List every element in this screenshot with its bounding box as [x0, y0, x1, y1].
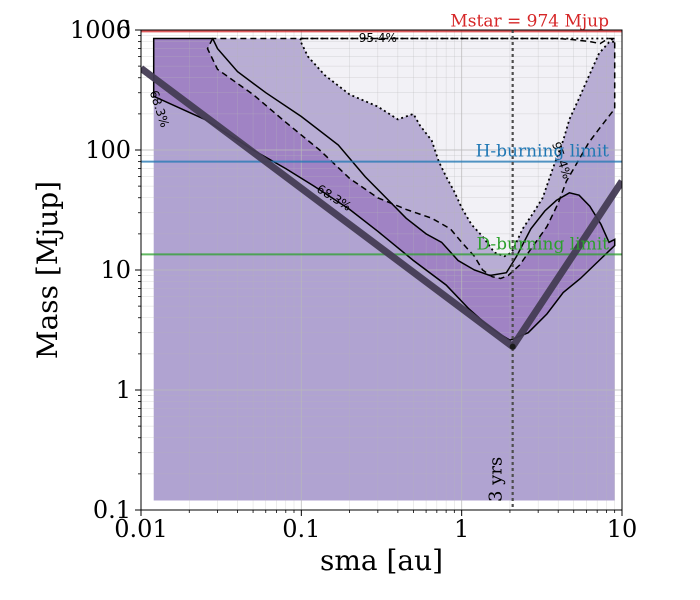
d-burning-label: D-burning limit	[476, 234, 609, 254]
y-tick-label: 1	[116, 376, 131, 404]
contour-99-line	[298, 37, 617, 258]
y-tick-label: 10	[100, 256, 131, 284]
x-tick-label: 0.01	[114, 515, 167, 543]
x-axis-ticks: 0.01 0.1 1 10	[114, 510, 637, 543]
x-tick-label: 0.1	[282, 515, 320, 543]
trend-vertex-marker	[509, 343, 516, 350]
y-tick-label: 0.1	[93, 496, 131, 524]
contour-level-label: 95.4%	[359, 31, 397, 45]
y-tick-label-overlap: 6	[116, 16, 131, 44]
major-grid	[141, 30, 622, 510]
y-axis-title: Mass [Mjup]	[31, 181, 64, 359]
x-axis-title: sma [au]	[320, 544, 443, 577]
y-tick-label: 100	[85, 136, 131, 164]
mstar-label: Mstar = 974 Mjup	[450, 11, 609, 31]
x-tick-label: 1	[454, 515, 469, 543]
h-burning-label: H-burning limit	[476, 142, 610, 162]
period-label: 3 yrs	[486, 457, 507, 502]
contour-95-line	[206, 37, 616, 280]
y-tick-label: 1000	[70, 16, 131, 44]
x-tick-label: 10	[607, 515, 638, 543]
